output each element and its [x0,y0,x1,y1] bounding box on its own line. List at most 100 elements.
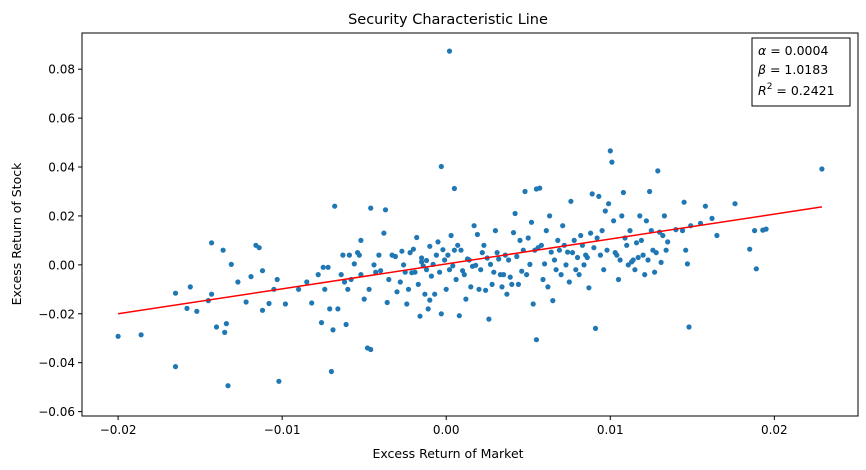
data-point [599,228,605,234]
data-point [615,276,622,283]
data-point [528,219,535,225]
y-tick-label: 0.02 [48,209,75,223]
data-point [463,296,469,302]
data-point [425,306,431,312]
data-point [366,286,372,292]
data-point [427,297,433,303]
data-point [594,235,600,241]
stats-alpha: α = 0.0004 [758,43,828,58]
data-point [415,281,421,287]
data-point [607,148,613,154]
data-point [223,321,229,327]
data-point [410,246,416,252]
data-point [397,279,403,285]
data-point [574,254,581,261]
data-point [658,259,664,265]
data-point [172,290,179,296]
data-point [468,284,474,290]
data-point [592,325,599,331]
data-point [504,291,510,297]
data-point [663,247,669,253]
data-point [368,346,374,353]
data-point [558,272,564,278]
data-point [346,252,352,258]
data-point [384,299,390,306]
data-point [538,242,545,248]
data-point [266,300,272,307]
data-point [256,245,262,251]
data-point [373,269,379,275]
data-point [451,185,457,192]
data-point [442,257,448,263]
x-tick-label: 0.02 [761,423,788,437]
y-axis-ticks: −0.06 −0.04 −0.02 0.00 0.02 0.04 0.06 0.08 [38,63,82,419]
data-point [684,261,691,267]
data-point [172,364,179,370]
data-point [209,240,215,246]
data-point [653,250,659,256]
data-point [551,257,558,263]
data-point [614,252,620,258]
data-point [489,281,495,287]
data-point [525,235,531,241]
data-point [378,268,384,274]
data-point [589,191,595,197]
data-point [328,368,334,375]
data-point [643,218,650,224]
data-point [642,272,648,278]
data-point [732,201,738,207]
data-point [382,207,389,213]
data-point [446,48,453,54]
data-point [512,210,518,217]
data-point [560,223,566,229]
data-point [679,228,686,234]
y-tick-label: −0.04 [38,356,75,370]
data-point [276,378,282,384]
data-point [655,168,661,174]
data-point [443,286,449,292]
data-point [569,250,576,256]
data-point [506,257,512,263]
data-point [184,305,190,311]
data-point [259,268,266,274]
data-point [637,213,643,219]
data-point [494,250,500,256]
data-point [445,252,451,258]
stats-beta: β = 1.0183 [757,62,828,77]
data-point [446,267,453,273]
data-point [483,287,489,293]
data-point [194,308,200,314]
data-point [386,276,392,283]
data-point [609,159,615,165]
data-point [683,247,689,253]
data-point [586,285,592,291]
data-point [647,188,653,195]
data-point [405,286,412,292]
data-point [417,313,423,319]
data-point [225,383,231,389]
data-point [476,286,482,292]
data-point [394,289,400,295]
data-point [686,324,692,330]
data-point [220,247,226,253]
y-tick-label: 0.04 [48,161,75,175]
data-point [507,274,513,280]
data-point [633,240,640,246]
data-point [624,242,630,248]
data-point [763,226,769,232]
data-point [491,269,497,275]
data-point [563,262,569,268]
data-point [433,252,439,258]
data-point [597,252,604,258]
y-tick-label: 0.06 [48,112,75,126]
data-point [660,232,666,239]
data-point [453,276,459,283]
data-point [318,320,325,326]
data-point [209,291,215,297]
data-point [627,228,633,234]
data-point [320,264,326,270]
data-point [351,261,357,267]
data-point [611,218,617,224]
data-point [492,228,498,234]
